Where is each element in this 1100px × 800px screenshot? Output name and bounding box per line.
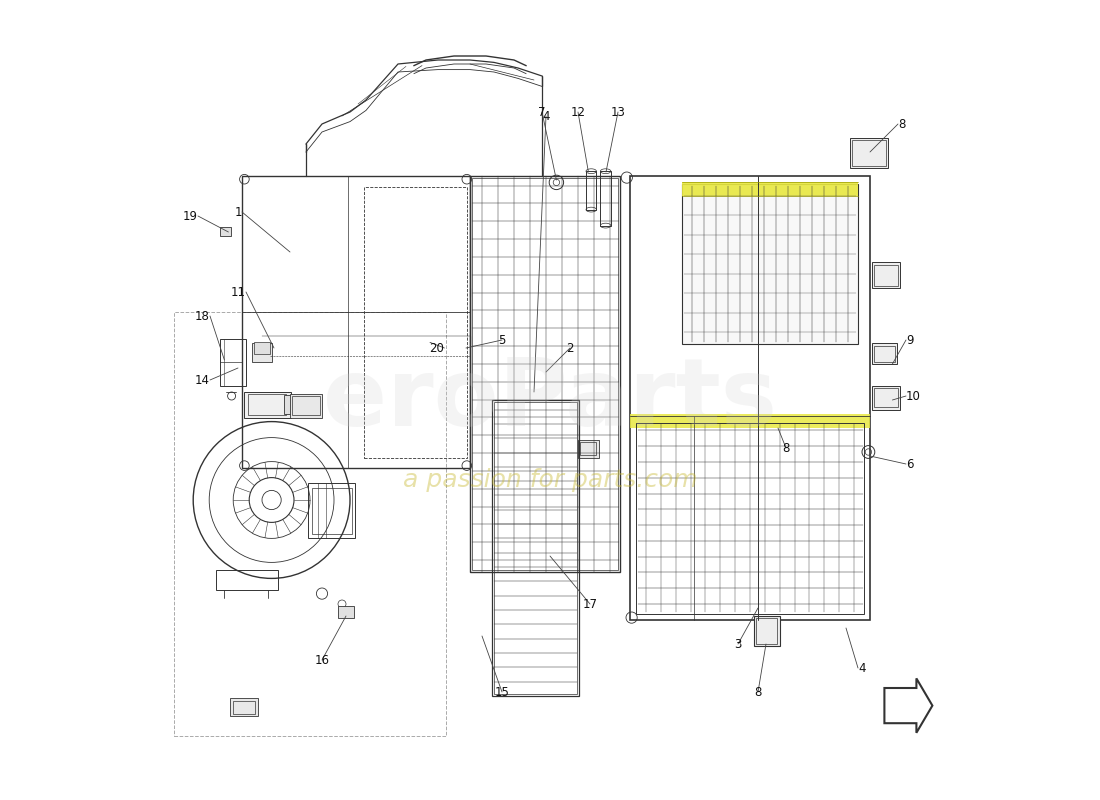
Text: 17: 17 bbox=[583, 598, 597, 610]
Bar bbox=[470, 176, 620, 572]
Bar bbox=[630, 176, 870, 620]
Text: 14: 14 bbox=[195, 374, 210, 386]
Bar bbox=[216, 570, 278, 590]
Bar bbox=[581, 442, 596, 455]
Bar bbox=[871, 386, 901, 410]
Bar bbox=[308, 483, 355, 538]
Bar bbox=[874, 346, 894, 362]
Text: 4: 4 bbox=[858, 662, 866, 674]
Bar bbox=[233, 701, 255, 714]
Bar bbox=[364, 187, 466, 458]
Text: eroParts: eroParts bbox=[323, 354, 777, 446]
Text: 18: 18 bbox=[195, 310, 210, 322]
Bar bbox=[493, 400, 579, 696]
Bar bbox=[472, 178, 618, 570]
Text: 20: 20 bbox=[429, 342, 444, 354]
Bar bbox=[757, 618, 778, 644]
Text: 1: 1 bbox=[234, 206, 242, 218]
Text: 12: 12 bbox=[571, 106, 585, 118]
Text: 6: 6 bbox=[906, 458, 913, 470]
Bar bbox=[871, 343, 898, 364]
Bar bbox=[248, 394, 286, 415]
Bar bbox=[586, 171, 596, 210]
Bar bbox=[254, 342, 270, 354]
Bar bbox=[682, 184, 858, 344]
Bar bbox=[242, 176, 470, 468]
Bar bbox=[293, 396, 320, 415]
Text: 4: 4 bbox=[542, 110, 550, 122]
Bar bbox=[494, 402, 578, 694]
Bar bbox=[338, 606, 354, 618]
Bar bbox=[871, 262, 901, 288]
Text: 19: 19 bbox=[183, 210, 198, 222]
Bar bbox=[682, 182, 858, 196]
Bar bbox=[630, 414, 870, 428]
Text: 7: 7 bbox=[538, 106, 546, 118]
Bar bbox=[311, 488, 352, 534]
Text: 13: 13 bbox=[610, 106, 626, 118]
Text: 2: 2 bbox=[566, 342, 574, 354]
Text: 10: 10 bbox=[906, 390, 921, 402]
Text: 9: 9 bbox=[906, 334, 913, 346]
Text: a passion for parts.com: a passion for parts.com bbox=[403, 468, 697, 492]
Text: 5: 5 bbox=[498, 334, 506, 346]
Bar bbox=[578, 440, 598, 458]
Text: 11: 11 bbox=[231, 286, 246, 298]
Bar bbox=[230, 698, 258, 716]
Text: 8: 8 bbox=[782, 442, 790, 454]
Bar bbox=[252, 343, 273, 362]
Bar bbox=[244, 392, 290, 418]
Bar bbox=[601, 171, 610, 226]
Text: 15: 15 bbox=[495, 686, 509, 698]
Bar bbox=[290, 394, 322, 418]
Bar bbox=[852, 140, 886, 166]
Bar bbox=[285, 395, 303, 414]
Text: 8: 8 bbox=[898, 118, 905, 130]
Bar bbox=[874, 388, 898, 407]
Text: 8: 8 bbox=[755, 686, 761, 698]
Bar bbox=[174, 312, 446, 736]
Bar bbox=[637, 423, 865, 614]
Text: 16: 16 bbox=[315, 654, 330, 666]
Bar bbox=[220, 339, 246, 386]
Polygon shape bbox=[884, 678, 933, 733]
Bar bbox=[874, 265, 898, 286]
Bar bbox=[220, 227, 231, 236]
Bar bbox=[850, 138, 889, 168]
Bar bbox=[754, 616, 780, 646]
Text: 3: 3 bbox=[735, 638, 741, 650]
